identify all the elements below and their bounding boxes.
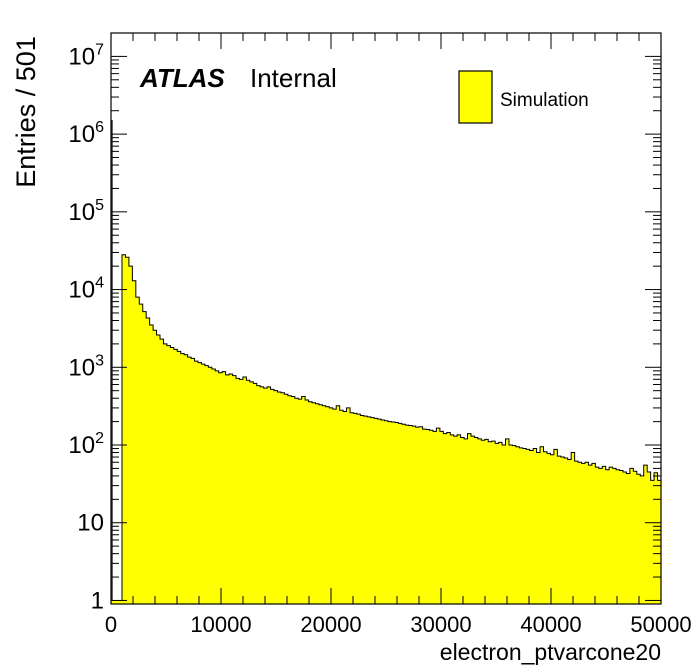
y-tick-label: 103 xyxy=(68,352,104,381)
y-tick-label: 107 xyxy=(68,41,104,70)
x-tick-label: 20000 xyxy=(300,612,361,637)
y-tick-label: 105 xyxy=(68,197,104,226)
histogram-outline xyxy=(110,119,662,604)
legend-entry: Simulation xyxy=(500,90,589,111)
y-tick-label: 1 xyxy=(91,587,104,614)
y-tick-label: 10 xyxy=(77,510,104,537)
axis-tick-labels: 0 10000 20000 30000 40000 50000 1 10 102 103 104 10… xyxy=(68,41,691,637)
y-tick-label: 106 xyxy=(68,119,104,148)
x-tick-label: 50000 xyxy=(630,612,691,637)
legend: Simulation xyxy=(458,70,589,124)
x-tick-label: 10000 xyxy=(190,612,251,637)
histogram-fill xyxy=(111,120,661,605)
y-tick-label: 102 xyxy=(68,430,104,459)
y-tick-label: 104 xyxy=(68,275,104,304)
atlas-sublabel: Internal xyxy=(250,63,337,93)
x-tick-label: 30000 xyxy=(410,612,471,637)
y-axis-title: Entries / 501 xyxy=(11,36,41,188)
x-tick-label: 40000 xyxy=(520,612,581,637)
legend-swatch xyxy=(458,70,493,124)
histogram-bars xyxy=(110,119,662,605)
axis-ticks xyxy=(110,32,662,604)
x-tick-label: 0 xyxy=(105,612,117,637)
plot-frame xyxy=(110,32,662,605)
atlas-label: ATLAS xyxy=(139,63,225,93)
x-axis-title: electron_ptvarcone20 xyxy=(440,639,661,665)
